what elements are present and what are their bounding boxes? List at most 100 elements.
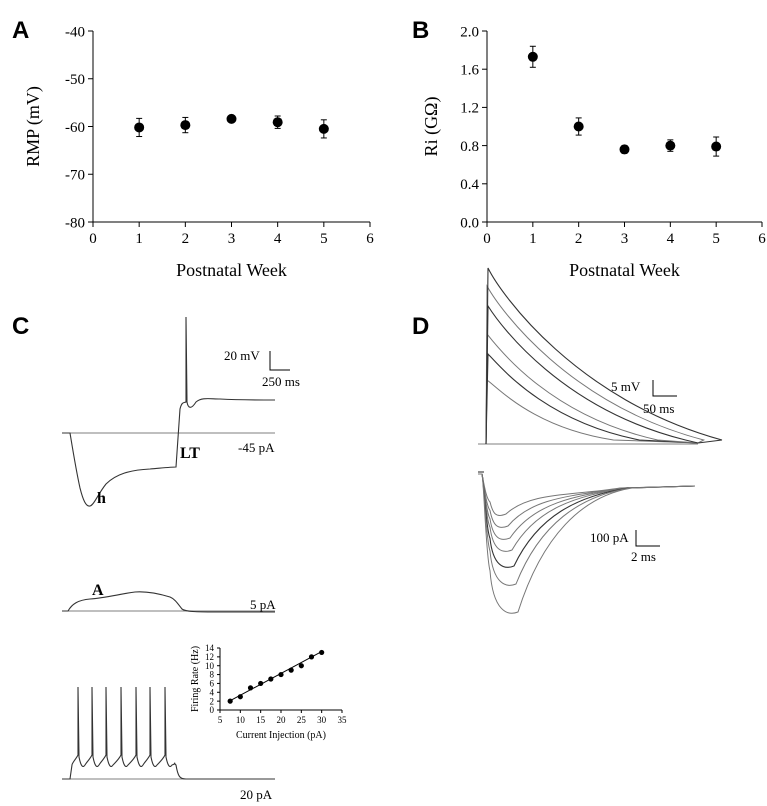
x-tick-label: 5 bbox=[320, 231, 328, 247]
epsc-trace bbox=[478, 473, 696, 568]
panel-letter-b: B bbox=[412, 17, 429, 44]
x-tick-label: 35 bbox=[338, 715, 348, 725]
epsc-trace bbox=[478, 473, 696, 528]
x-tick-label: 3 bbox=[621, 231, 629, 247]
panel-d: D 5 mV 50 ms 100 pA 2 ms bbox=[412, 267, 723, 614]
epsc-trace bbox=[478, 473, 696, 516]
label-lt-spike: LT bbox=[180, 445, 200, 462]
scale-bar-d-top: 5 mV 50 ms bbox=[611, 379, 677, 416]
epsc-trace bbox=[478, 473, 696, 614]
y-tick-label: 0.8 bbox=[460, 139, 479, 155]
epsc-traces bbox=[478, 471, 696, 614]
data-point bbox=[711, 141, 722, 152]
trace-hyperpolarizing: h LT -45 pA bbox=[62, 316, 275, 507]
x-tick-label: 2 bbox=[182, 231, 190, 247]
data-point bbox=[226, 113, 237, 124]
y-tick-label: 0 bbox=[210, 705, 215, 715]
x-tick-label: 4 bbox=[667, 231, 675, 247]
x-tick-label: 10 bbox=[236, 715, 246, 725]
current-label-hyper: -45 pA bbox=[238, 440, 275, 455]
y-tick-label: -50 bbox=[65, 72, 85, 88]
y-tick-label: 4 bbox=[210, 687, 215, 697]
plot-a: 0 1 2 3 4 5 6 -80 -70 -60 -50 -40 Postnatal Week RMP … bbox=[23, 24, 374, 280]
scale-bar-d-bottom: 100 pA 2 ms bbox=[590, 530, 660, 564]
data-point bbox=[268, 676, 274, 682]
y-tick-label: 2.0 bbox=[460, 24, 479, 40]
data-point bbox=[278, 671, 284, 678]
panel-c: C 20 mV 250 ms h LT -45 pA A 5 pA 20 pA bbox=[12, 313, 347, 802]
scale-bar-d-time2: 2 ms bbox=[631, 549, 656, 564]
scale-bar-d-time: 50 ms bbox=[643, 401, 674, 416]
label-h-current: h bbox=[97, 490, 106, 507]
x-tick-label: 15 bbox=[256, 715, 266, 725]
epsp-trace bbox=[485, 332, 699, 445]
trace-a-current: A 5 pA bbox=[62, 582, 276, 613]
scale-bar-d-current: 100 pA bbox=[590, 530, 629, 545]
y-tick-label: 0.0 bbox=[460, 215, 479, 231]
current-label-small: 5 pA bbox=[250, 597, 276, 612]
x-tick-label: 0 bbox=[89, 231, 97, 247]
y-tick-label: 1.6 bbox=[460, 62, 479, 78]
scale-bar-c-time: 250 ms bbox=[262, 374, 300, 389]
label-a-current: A bbox=[92, 582, 104, 599]
epsp-trace bbox=[485, 304, 699, 445]
current-label-step: 20 pA bbox=[240, 787, 273, 802]
x-axis-label: Postnatal Week bbox=[569, 260, 680, 280]
y-tick-label: -40 bbox=[65, 24, 85, 40]
data-point bbox=[288, 667, 294, 673]
panel-letter-a: A bbox=[12, 17, 29, 44]
data-point bbox=[272, 117, 283, 128]
y-axis-label: Ri (GΩ) bbox=[421, 97, 442, 157]
x-tick-label: 25 bbox=[297, 715, 307, 725]
panel-b: B 0 1 2 3 4 5 6 0.0 0.4 0.8 1.2 1.6 2.0 Postnatal Wee… bbox=[412, 17, 766, 280]
x-axis-label: Current Injection (pA) bbox=[236, 730, 326, 741]
y-tick-label: 8 bbox=[210, 670, 215, 680]
x-tick-label: 0 bbox=[483, 231, 491, 247]
x-tick-label: 5 bbox=[218, 715, 223, 725]
data-point bbox=[308, 654, 315, 660]
x-tick-label: 2 bbox=[575, 231, 583, 247]
x-tick-label: 6 bbox=[366, 231, 374, 247]
trace-spiking: 20 pA bbox=[62, 686, 275, 802]
y-tick-label: -70 bbox=[65, 168, 85, 184]
x-tick-label: 5 bbox=[712, 231, 720, 247]
y-tick-label: 0.4 bbox=[460, 177, 479, 193]
data-point bbox=[319, 649, 325, 656]
y-tick-label: -60 bbox=[65, 120, 85, 136]
y-tick-label: 1.2 bbox=[460, 101, 479, 117]
data-point bbox=[573, 121, 584, 132]
data-point bbox=[318, 123, 329, 134]
x-tick-label: 1 bbox=[135, 231, 143, 247]
x-tick-label: 4 bbox=[274, 231, 282, 247]
x-tick-label: 30 bbox=[317, 715, 327, 725]
panel-letter-c: C bbox=[12, 313, 29, 340]
epsc-trace bbox=[478, 473, 696, 552]
x-tick-label: 3 bbox=[228, 231, 236, 247]
x-tick-label: 6 bbox=[758, 231, 766, 247]
scale-bar-c-voltage: 20 mV bbox=[224, 348, 260, 363]
y-tick-label: 12 bbox=[205, 652, 214, 662]
data-point bbox=[665, 140, 676, 151]
data-point bbox=[180, 120, 191, 131]
fit-line bbox=[229, 651, 322, 702]
epsp-trace bbox=[485, 284, 706, 445]
panel-letter-d: D bbox=[412, 313, 429, 340]
x-axis-label: Postnatal Week bbox=[176, 260, 287, 280]
epsp-traces bbox=[478, 267, 723, 445]
epsp-trace bbox=[485, 379, 699, 445]
x-tick-label: 20 bbox=[277, 715, 287, 725]
y-tick-label: -80 bbox=[65, 215, 85, 231]
data-point bbox=[298, 663, 304, 669]
y-tick-label: 14 bbox=[205, 643, 215, 653]
x-tick-label: 1 bbox=[529, 231, 537, 247]
data-point bbox=[227, 698, 233, 704]
data-point bbox=[258, 680, 264, 687]
y-tick-label: 6 bbox=[210, 679, 215, 689]
data-point bbox=[247, 685, 254, 691]
data-point bbox=[134, 122, 145, 133]
y-tick-label: 10 bbox=[205, 661, 215, 671]
epsc-trace bbox=[478, 473, 696, 586]
data-point bbox=[237, 694, 243, 700]
